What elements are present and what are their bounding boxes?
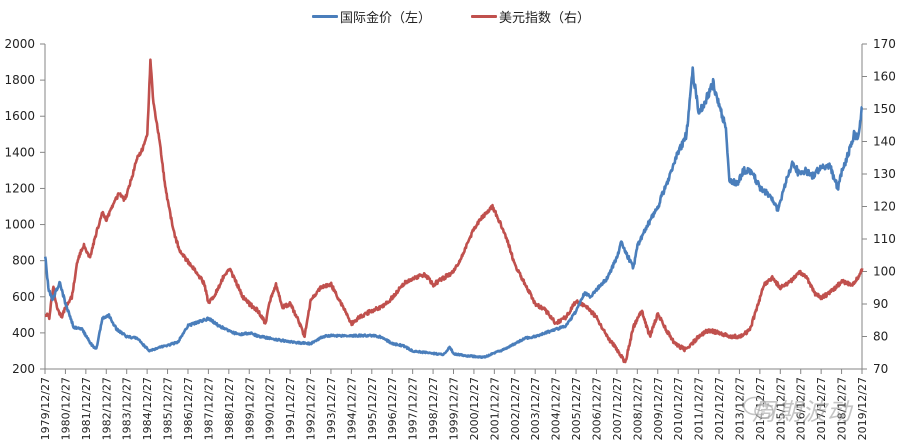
x-tick-label: 1997/12/27 [407, 377, 420, 440]
x-tick-label: 2017/12/27 [815, 377, 828, 440]
x-tick-label: 1981/12/27 [80, 377, 93, 440]
chart-legend: 国际金价（左） 美元指数（右） [0, 6, 902, 26]
x-tick-label: 1996/12/27 [386, 377, 399, 440]
right-tick-label: 150 [873, 102, 896, 116]
left-tick-label: 800 [12, 254, 35, 268]
x-tick-label: 2004/12/27 [550, 377, 563, 440]
right-tick-label: 90 [873, 297, 888, 311]
gold-price-line [43, 66, 864, 360]
right-tick-label: 140 [873, 135, 896, 149]
legend-gold-label: 国际金价（左） [339, 10, 431, 26]
x-tick-label: 1979/12/27 [39, 377, 52, 440]
x-tick-label: 1980/12/27 [59, 377, 72, 440]
left-tick-label: 200 [12, 362, 35, 376]
x-tick-label: 1998/12/27 [427, 377, 440, 440]
x-tick-label: 1992/12/27 [305, 377, 318, 440]
dxy-swatch-icon [471, 14, 497, 18]
right-tick-label: 120 [873, 200, 896, 214]
x-tick-label: 1995/12/27 [366, 377, 379, 440]
left-tick-label: 1400 [4, 145, 35, 159]
x-tick-label: 1990/12/27 [264, 377, 277, 440]
right-tick-label: 170 [873, 37, 896, 51]
x-tick-label: 2009/12/27 [652, 377, 665, 440]
x-tick-label: 1982/12/27 [100, 377, 113, 440]
x-tick-label: 2008/12/27 [631, 377, 644, 440]
left-tick-label: 1000 [4, 218, 35, 232]
right-tick-label: 100 [873, 265, 896, 279]
x-tick-label: 1985/12/27 [162, 377, 175, 440]
left-tick-label: 1800 [4, 73, 35, 87]
x-tick-label: 2013/12/27 [733, 377, 746, 440]
legend-item-gold[interactable]: 国际金价（左） [311, 6, 431, 26]
right-tick-label: 160 [873, 70, 896, 84]
series-layer [43, 58, 864, 364]
right-tick-label: 80 [873, 330, 888, 344]
legend-dxy-label: 美元指数（右） [499, 10, 591, 26]
left-tick-label: 1200 [4, 181, 35, 195]
right-tick-label: 110 [873, 232, 896, 246]
watermark-wechat-icon [743, 396, 774, 419]
x-tick-label: 1984/12/27 [141, 377, 154, 440]
legend-item-dxy[interactable]: 美元指数（右） [471, 6, 590, 26]
x-tick-label: 2006/12/27 [590, 377, 603, 440]
left-tick-label: 1600 [4, 109, 35, 123]
x-tick-label: 2018/12/27 [836, 377, 849, 440]
watermark-text: 周期波动 [752, 398, 852, 426]
left-y-axis: 200 400 600 800 1000 1200 1400 1600 1800 2000 [4, 37, 46, 376]
gold-swatch-icon [311, 14, 338, 18]
right-y-axis: 70 80 90 100 110 120 130 140 150 160 170 [861, 37, 896, 376]
x-tick-label: 2019/12/27 [856, 377, 869, 440]
x-tick-label: 2011/12/27 [693, 377, 706, 440]
x-tick-label: 2000/12/27 [468, 377, 481, 440]
x-tick-label: 1986/12/27 [182, 377, 195, 440]
x-tick-label: 2010/12/27 [672, 377, 685, 440]
x-axis: 1979/12/27 1980/12/27 1981/12/27 1982/12/27… [39, 368, 869, 440]
x-tick-label: 1989/12/27 [243, 377, 256, 440]
x-tick-label: 2001/12/27 [488, 377, 501, 440]
x-tick-label: 1993/12/27 [325, 377, 338, 440]
x-tick-label: 1999/12/27 [448, 377, 461, 440]
x-tick-label: 1988/12/27 [223, 377, 236, 440]
left-tick-label: 2000 [4, 37, 35, 51]
x-tick-label: 2015/12/27 [774, 377, 787, 440]
x-tick-label: 2012/12/27 [713, 377, 726, 440]
x-tick-label: 1987/12/27 [202, 377, 215, 440]
x-tick-label: 2005/12/27 [570, 377, 583, 440]
x-tick-label: 2003/12/27 [529, 377, 542, 440]
left-tick-label: 600 [12, 290, 35, 304]
x-tick-label: 1983/12/27 [121, 377, 134, 440]
x-tick-label: 2002/12/27 [509, 377, 522, 440]
x-tick-label: 1994/12/27 [345, 377, 358, 440]
right-tick-label: 70 [873, 362, 888, 376]
x-tick-label: 1991/12/27 [284, 377, 297, 440]
left-tick-label: 400 [12, 326, 35, 340]
x-tick-label: 2007/12/27 [611, 377, 624, 440]
right-tick-label: 130 [873, 167, 896, 181]
dollar-index-line [44, 58, 864, 364]
x-tick-label: 2016/12/27 [795, 377, 808, 440]
